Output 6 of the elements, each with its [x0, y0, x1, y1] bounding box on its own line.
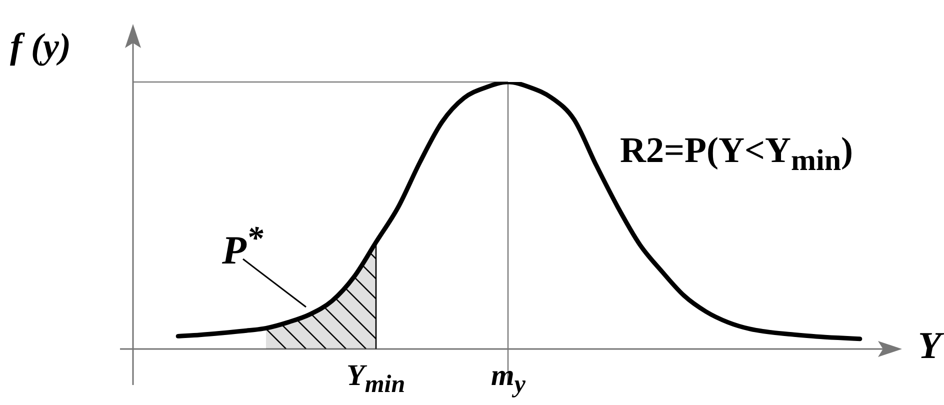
annotation: R2=P(Y<Y$_{min}$) — [620, 130, 854, 178]
x-tick-label: m$_{y}$ — [491, 359, 526, 398]
y-axis-title: f (y) — [10, 26, 71, 66]
x-tick-label: Y$_{min}$ — [346, 359, 406, 398]
x-axis-title: Y — [918, 325, 942, 367]
annotation: P$^{*}$ — [222, 220, 264, 272]
